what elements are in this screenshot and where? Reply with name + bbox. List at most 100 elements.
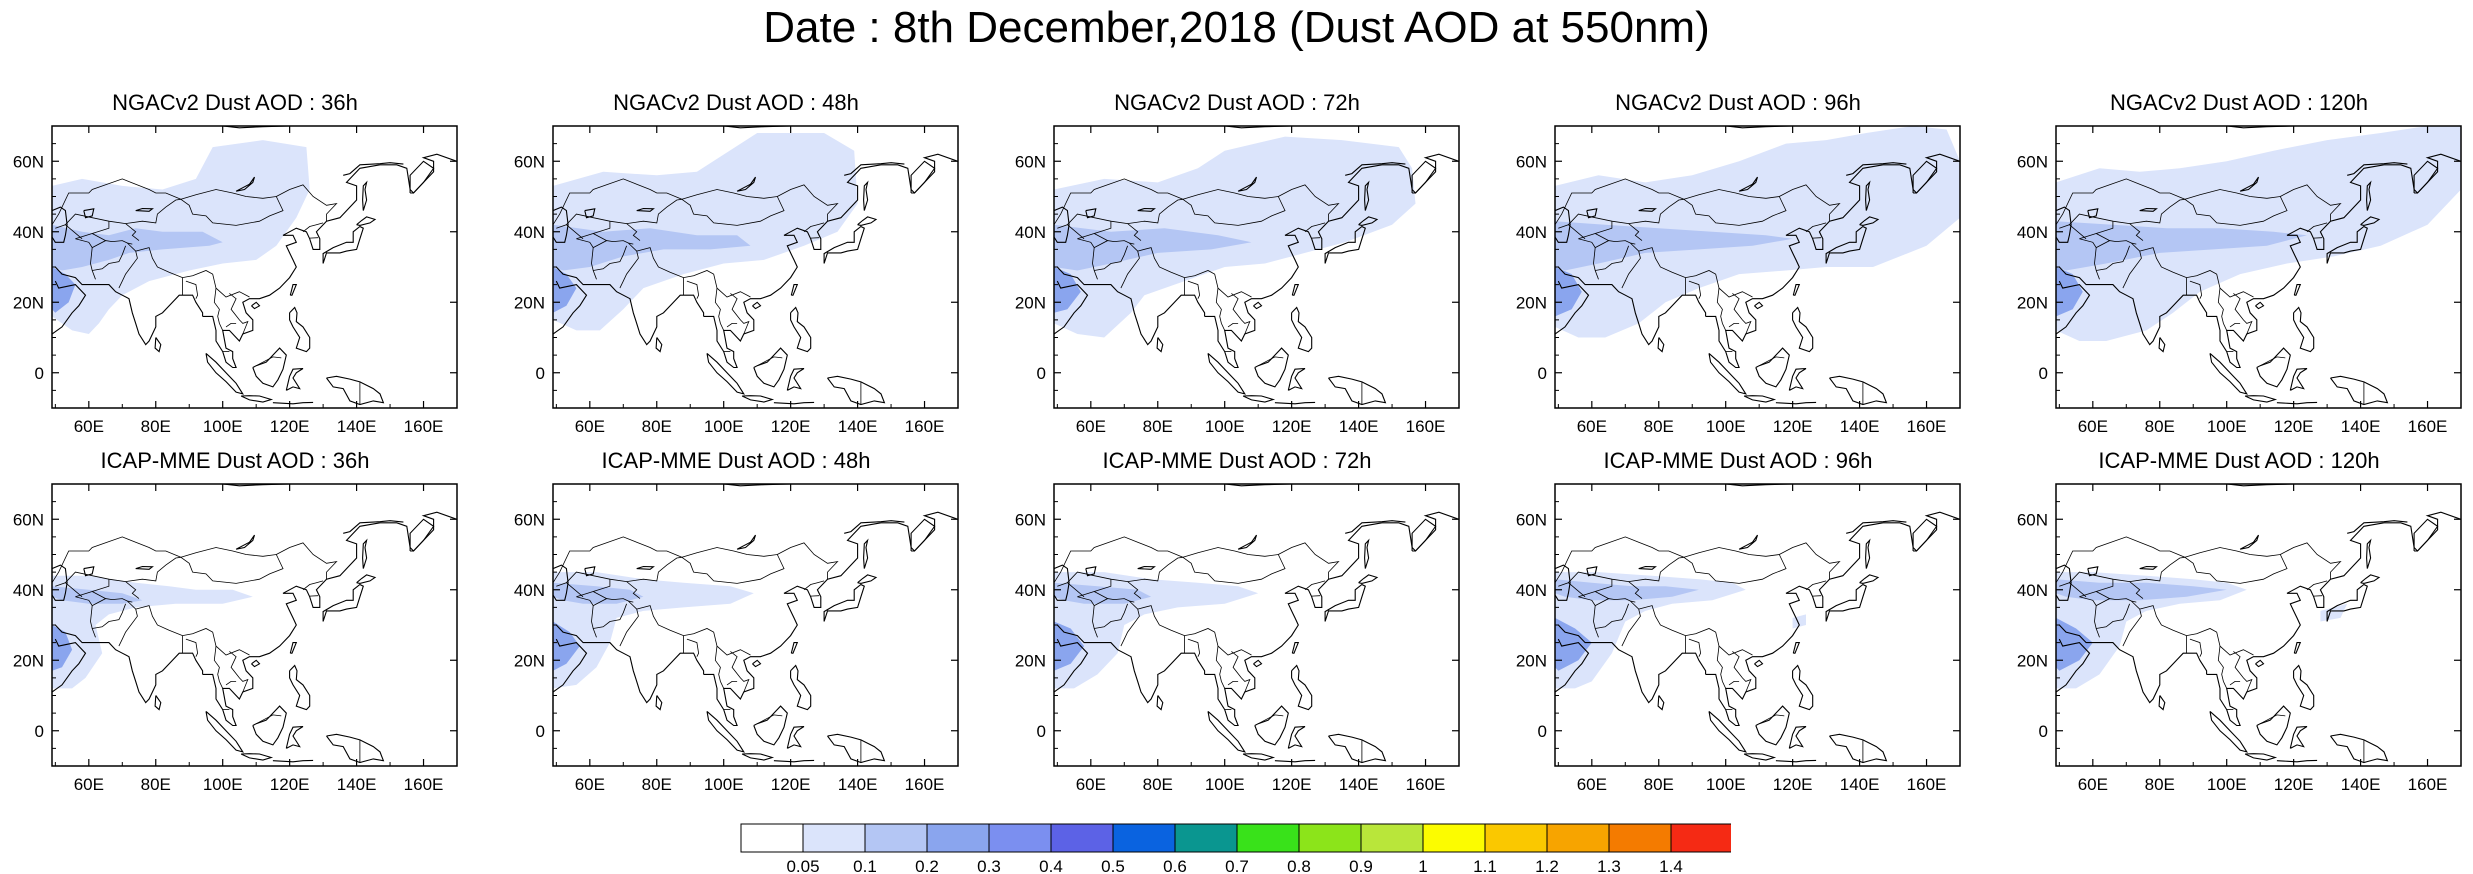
coastline <box>1324 225 1366 264</box>
coastline <box>2413 518 2439 552</box>
coastline <box>1411 518 1437 552</box>
coastline <box>1743 753 1777 761</box>
coastline <box>326 733 385 764</box>
country-border <box>1120 600 1140 647</box>
country-border <box>1258 714 1284 725</box>
dust-aod-map: 60N 40N 20N 0 60E 80E 100E 120E 140E 160E <box>1516 125 1961 436</box>
coastline <box>2347 162 2408 176</box>
coastline <box>703 511 958 727</box>
country-border <box>726 322 738 328</box>
panel-title: ICAP-MME Dust AOD : 120h <box>2098 448 2380 473</box>
colorbar-label: 1 <box>1418 857 1427 874</box>
dust-aod-0.2-0.3-region <box>2056 267 2083 317</box>
colorbar-graphic: 0.05 0.1 0.2 0.3 0.4 0.5 0.6 0.7 0.8 0.9 1 1.1 1.2 1.… <box>740 823 1731 874</box>
coastline <box>1287 725 1306 749</box>
coastline <box>2239 176 2260 192</box>
lat-tick-label: 60N <box>2017 152 2048 171</box>
coastline <box>2209 710 2249 753</box>
country-border <box>1127 198 1183 224</box>
coastline <box>356 574 377 584</box>
country-border <box>55 582 83 598</box>
map-panel: NGACv2 Dust AOD : 120h 60N 40N 20N 0 60E 80E 10… <box>2004 90 2473 436</box>
coastline <box>52 638 87 693</box>
coastline <box>2158 695 2166 711</box>
country-border <box>180 189 284 226</box>
country-border <box>2122 600 2142 647</box>
coastline <box>2289 367 2308 391</box>
lon-tick-label: 120E <box>270 775 310 794</box>
dust-aod-map: 60N 40N 20N 0 60E 80E 100E 120E 140E 160E <box>514 483 959 794</box>
lon-tick-label: 100E <box>2207 775 2247 794</box>
country-border <box>566 571 641 599</box>
country-border <box>229 651 249 693</box>
country-border <box>92 233 106 241</box>
lon-tick-label: 140E <box>1840 775 1880 794</box>
lat-tick-label: 0 <box>1538 364 1547 383</box>
map-plot-area <box>1555 126 1960 408</box>
coastline <box>1638 565 1657 570</box>
lat-tick-label: 20N <box>514 293 545 312</box>
country-border <box>593 233 607 241</box>
country-border <box>1568 571 1643 599</box>
country-border <box>1732 651 1752 693</box>
country-border <box>225 680 237 686</box>
colorbar-label: 1.4 <box>1659 857 1683 874</box>
coastline <box>2056 280 2091 335</box>
lat-tick-label: 60N <box>1516 152 1547 171</box>
country-border <box>92 240 133 248</box>
panel-title: NGACv2 Dust AOD : 48h <box>613 90 859 115</box>
coastline <box>741 753 775 761</box>
country-border <box>1182 189 1286 226</box>
lat-tick-label: 60N <box>1015 152 1046 171</box>
country-border <box>1057 582 1085 598</box>
country-border <box>1054 178 1184 225</box>
country-border <box>1779 542 1841 580</box>
country-border <box>2280 184 2342 222</box>
coastline <box>1638 207 1657 212</box>
coastline <box>1204 153 1459 369</box>
coastline <box>2360 574 2381 584</box>
map-plot-area <box>1054 484 1459 766</box>
colorbar-label: 1.2 <box>1535 857 1559 874</box>
lat-tick-label: 60N <box>13 152 44 171</box>
coastline <box>1411 160 1437 194</box>
country-border <box>636 605 751 656</box>
lat-tick-label: 20N <box>1516 293 1547 312</box>
dust-aod-map: 60N 40N 20N 0 60E 80E 100E 120E 140E 160E <box>514 125 959 436</box>
colorbar-swatch <box>926 823 990 853</box>
country-border <box>256 714 282 725</box>
country-border <box>2189 280 2203 299</box>
coastline <box>1324 583 1366 622</box>
country-border <box>1077 221 1112 240</box>
country-border <box>1578 579 1613 598</box>
map-plot-area <box>1054 126 1459 408</box>
coastline <box>857 574 878 584</box>
dust-aod-0.2-0.3-region <box>52 625 73 671</box>
country-border <box>686 638 700 657</box>
coastline <box>1054 638 1089 693</box>
map-panel: NGACv2 Dust AOD : 96h 60N 40N 20N 0 60E 80E 100… <box>1503 90 1973 436</box>
lon-tick-label: 100E <box>1205 417 1245 436</box>
map-plot-area <box>553 126 958 408</box>
lon-tick-label: 60E <box>74 775 104 794</box>
lon-tick-label: 160E <box>1907 775 1947 794</box>
lon-tick-label: 140E <box>1840 417 1880 436</box>
lon-tick-label: 60E <box>2078 775 2108 794</box>
country-border <box>1578 596 1599 638</box>
panel-title: NGACv2 Dust AOD : 36h <box>112 90 358 115</box>
dust-aod-map: 60N 40N 20N 0 60E 80E 100E 120E 140E 160E <box>1516 483 1961 794</box>
lat-tick-label: 40N <box>1015 581 1046 600</box>
figure-title: Date : 8th December,2018 (Dust AOD at 55… <box>763 3 1710 52</box>
coastline <box>343 162 404 176</box>
coastline <box>154 337 162 353</box>
coastline <box>1085 566 1097 577</box>
coastline <box>2326 225 2368 264</box>
map-panel: NGACv2 Dust AOD : 48h 60N 40N 20N 0 60E 80E 100… <box>501 90 971 436</box>
coastline <box>1755 347 1790 388</box>
lat-tick-label: 40N <box>514 581 545 600</box>
coastline <box>736 534 757 550</box>
coastline <box>1754 301 1764 310</box>
country-border <box>576 238 597 280</box>
country-border <box>1759 356 1785 367</box>
colorbar-swatch <box>1608 823 1672 853</box>
